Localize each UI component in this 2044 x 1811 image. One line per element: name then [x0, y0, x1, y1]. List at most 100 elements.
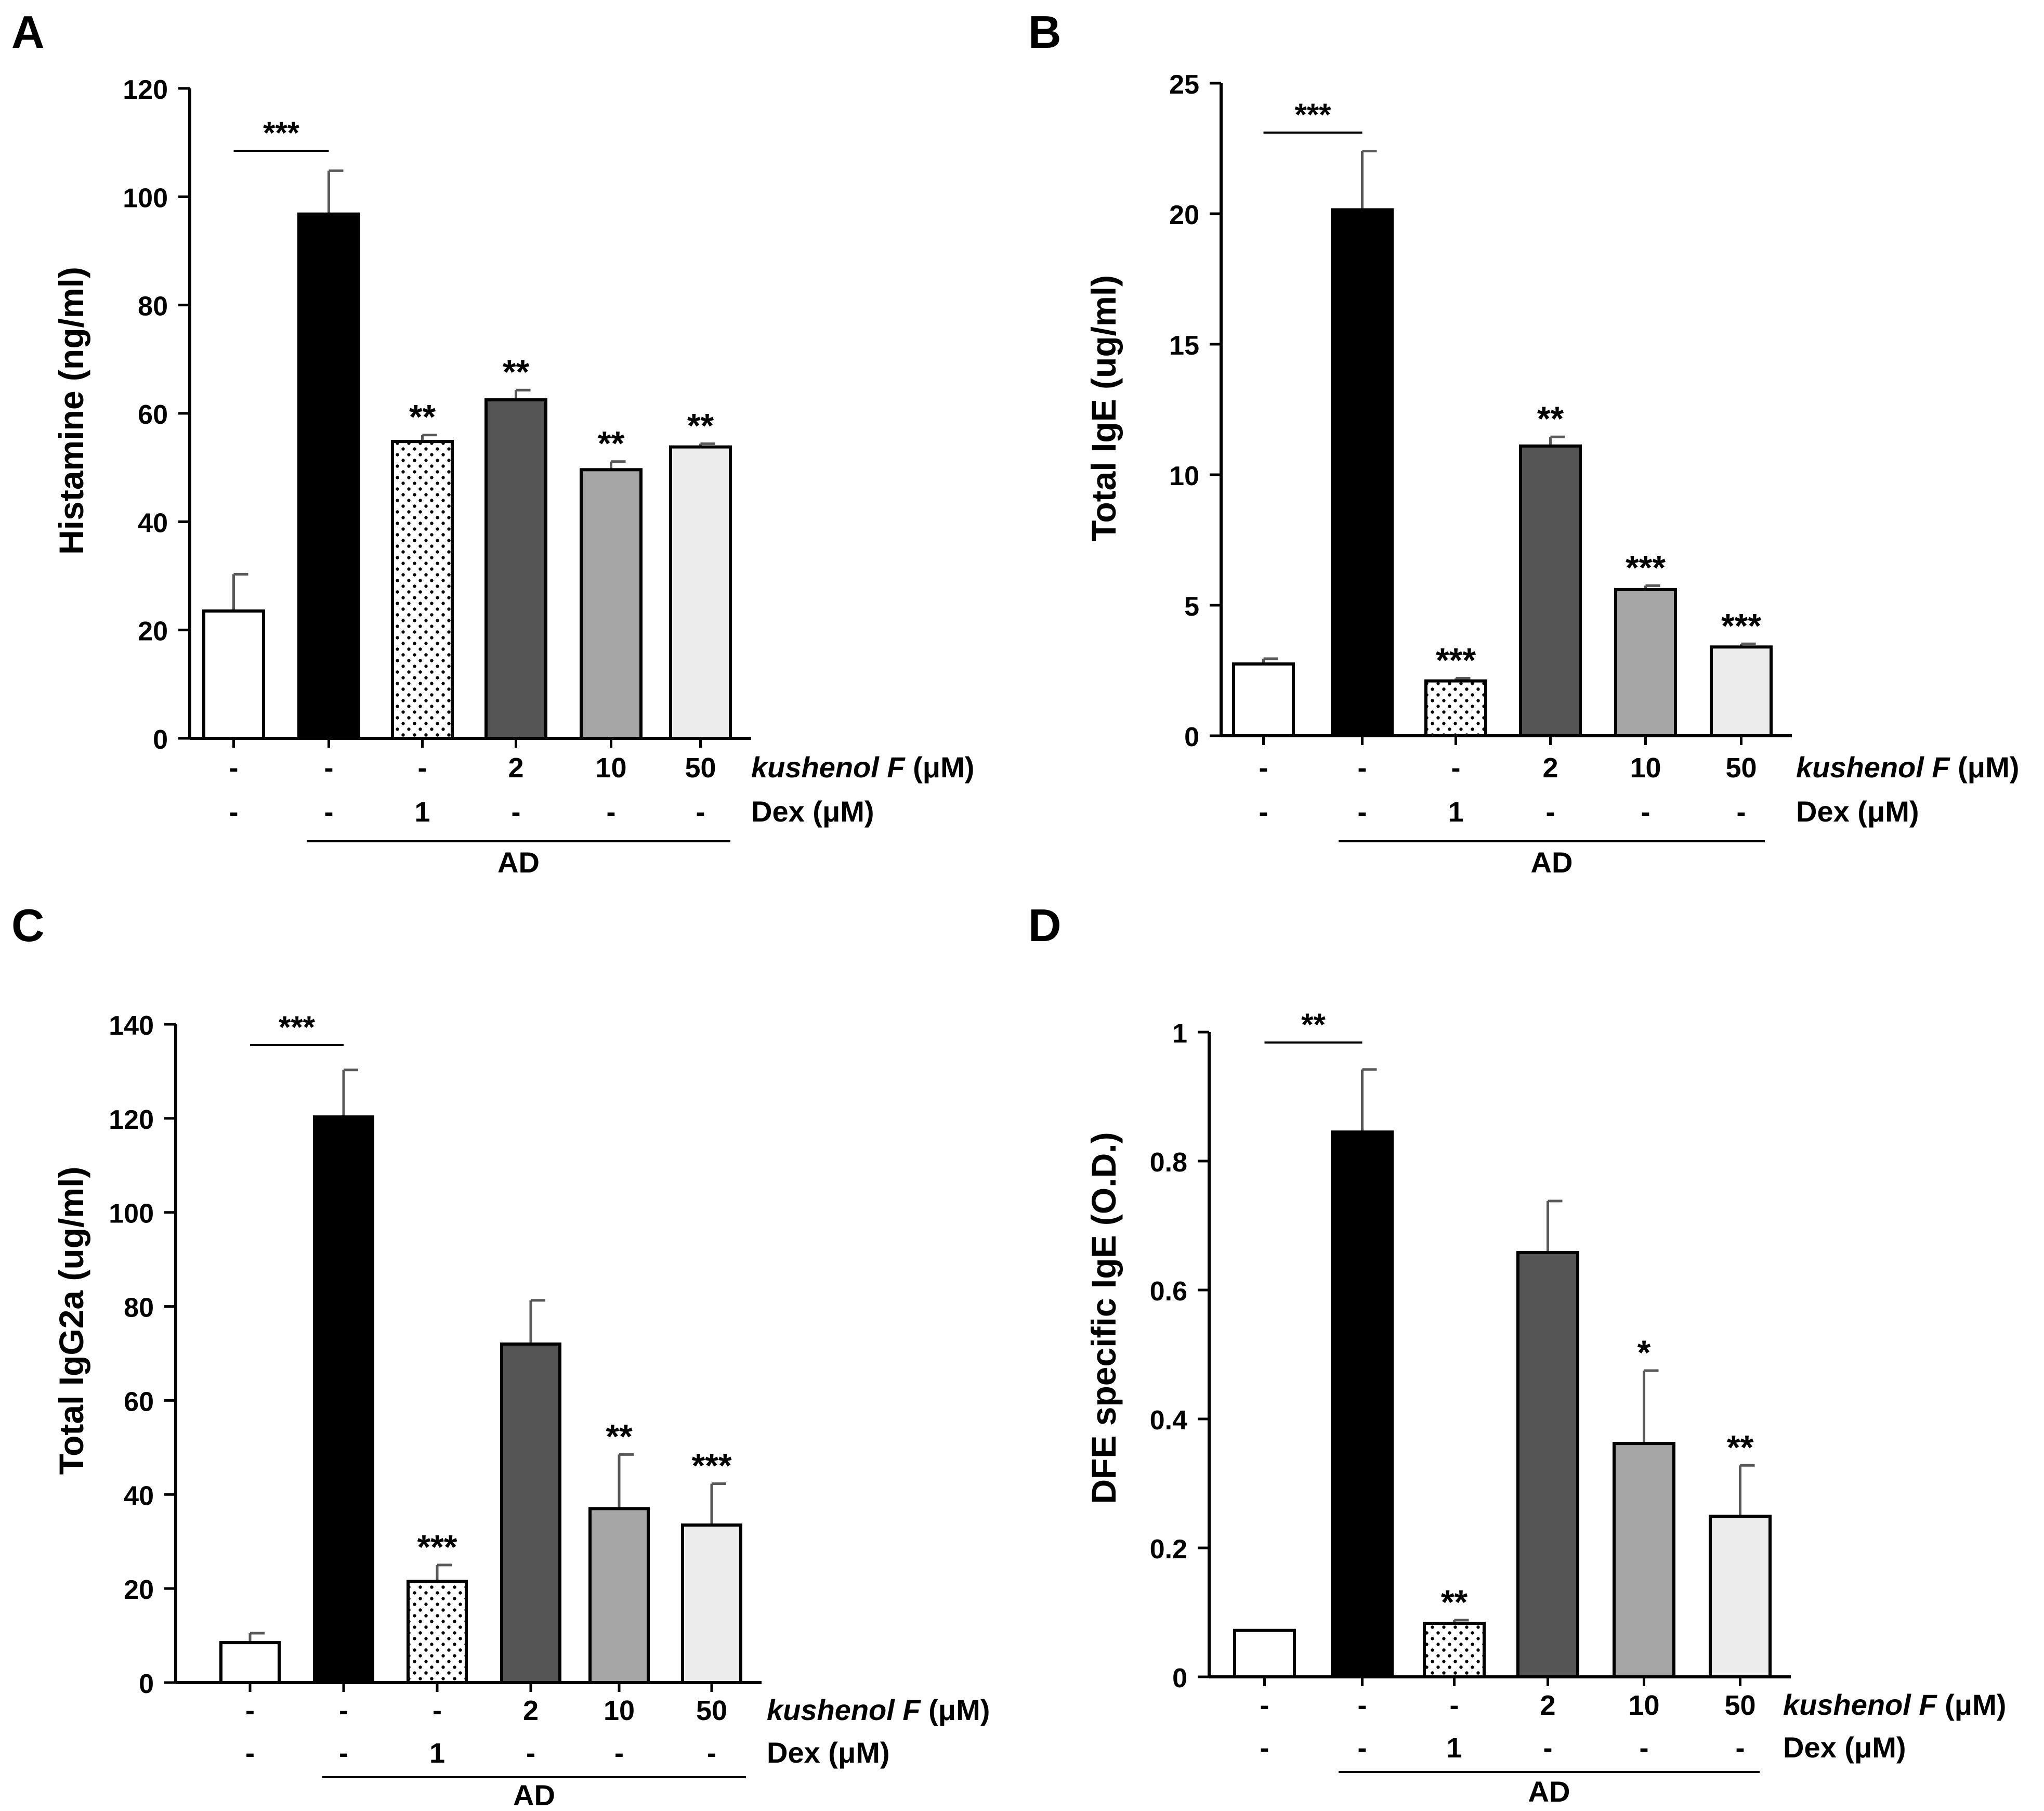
significance-label: *** [1626, 548, 1666, 587]
y-tick-label: 0 [1172, 1663, 1187, 1693]
y-tick-label: 0.8 [1150, 1148, 1187, 1178]
panel-a: A Histamine (ng/ml) 0 20 40 60 80 100 120 - - - - *… [11, 6, 974, 879]
y-tick-label: 20 [1169, 200, 1199, 230]
kushenol-dose-label: - [229, 752, 239, 784]
kushenol-dose-label: - [1358, 1690, 1367, 1721]
panel-label: C [11, 900, 45, 951]
bar [484, 398, 547, 740]
kushenol-row-label: kushenol F (μM) [767, 1693, 990, 1726]
dex-dose-label: - [245, 1738, 255, 1769]
kushenol-dose-label: 50 [1725, 752, 1757, 784]
y-tick-label: 60 [124, 1387, 154, 1417]
y-tick-label: 100 [109, 1199, 154, 1229]
significance-label: ** [1537, 399, 1564, 438]
y-tick-label: 0 [153, 725, 168, 755]
bar [1613, 1442, 1675, 1679]
dex-row-label: Dex (μM) [1796, 795, 1919, 828]
kushenol-dose-label: 2 [523, 1695, 539, 1726]
bar-chart: 0 20 40 60 80 100 120 - - - - ** - 1 ** 2 - ** 10 - ** 50 - ***… [123, 75, 974, 879]
y-tick-label: 10 [1169, 461, 1199, 491]
y-tick-label: 15 [1169, 331, 1199, 361]
bar [1233, 1628, 1296, 1678]
bar [1331, 208, 1394, 738]
bracket-significance-label: ** [1301, 1007, 1326, 1042]
kushenol-unit: (μM) [1937, 1688, 2007, 1721]
ad-group-label: AD [1531, 846, 1573, 879]
dex-dose-label: 1 [429, 1738, 445, 1769]
y-tick-label: 120 [109, 1105, 154, 1135]
bar [313, 1115, 374, 1684]
bar [297, 212, 360, 740]
bar [1424, 679, 1487, 737]
y-tick-label: 0.6 [1150, 1276, 1187, 1307]
y-tick-label: 25 [1169, 70, 1199, 100]
y-tick-label: 140 [109, 1011, 154, 1041]
significance-label: ** [606, 1417, 633, 1455]
bar [219, 1641, 281, 1685]
kushenol-dose-label: - [1450, 1690, 1459, 1721]
kushenol-dose-label: 10 [595, 752, 626, 784]
kushenol-name: kushenol F [767, 1693, 921, 1726]
dex-dose-label: - [1358, 797, 1367, 828]
kushenol-name: kushenol F [1783, 1688, 1937, 1721]
y-tick-label: 20 [138, 617, 168, 647]
dex-dose-label: - [607, 797, 616, 828]
bar [1709, 1515, 1772, 1678]
kushenol-dose-label: 10 [604, 1695, 635, 1726]
kushenol-dose-label: - [1451, 752, 1461, 784]
kushenol-dose-label: - [245, 1695, 255, 1726]
dex-dose-label: - [1737, 797, 1746, 828]
kushenol-unit: (μM) [905, 751, 975, 784]
dex-dose-label: 1 [1448, 797, 1463, 828]
kushenol-dose-label: - [418, 752, 427, 784]
dex-dose-label: - [707, 1738, 716, 1769]
kushenol-dose-label: 50 [696, 1695, 727, 1726]
y-tick-label: 80 [138, 292, 168, 322]
dex-dose-label: - [324, 797, 334, 828]
bar [1516, 1251, 1579, 1679]
y-axis-label: DFE specific IgE (O.D.) [1084, 1132, 1123, 1504]
y-axis-label: Total IgE (ug/ml) [1084, 275, 1123, 541]
y-tick-label: 0.2 [1150, 1534, 1187, 1565]
dex-dose-label: - [229, 797, 239, 828]
dex-dose-label: - [1543, 1732, 1553, 1764]
y-tick-label: 5 [1184, 592, 1199, 622]
y-tick-label: 0.4 [1150, 1405, 1187, 1436]
bar [202, 609, 265, 740]
kushenol-name: kushenol F [1796, 751, 1950, 784]
significance-label: ** [1441, 1583, 1468, 1621]
bracket-significance-label: *** [279, 1010, 316, 1045]
bar [681, 1523, 742, 1684]
ad-group-label: AD [513, 1779, 555, 1811]
bar [1519, 444, 1582, 737]
panel-b: B Total IgE (ug/ml) 0 5 10 15 20 25 - - - - *** - 1 *… [1028, 6, 2019, 879]
panel-label: B [1028, 6, 1062, 58]
bracket-significance-label: *** [263, 115, 300, 150]
kushenol-dose-label: - [1358, 752, 1367, 784]
kushenol-dose-label: 2 [1540, 1690, 1555, 1721]
significance-label: *** [691, 1446, 731, 1484]
dex-dose-label: - [512, 797, 521, 828]
significance-label: ** [687, 406, 714, 445]
kushenol-row-label: kushenol F (μM) [1796, 751, 2019, 784]
ad-group-label: AD [497, 846, 540, 879]
bar [1423, 1622, 1486, 1679]
significance-label: ** [409, 398, 436, 436]
dex-dose-label: - [526, 1738, 535, 1769]
bracket-significance-label: *** [1294, 97, 1331, 132]
bar [588, 1507, 650, 1685]
significance-label: *** [1721, 606, 1761, 645]
dex-dose-label: - [1259, 797, 1268, 828]
dex-row-label: Dex (μM) [751, 795, 874, 828]
kushenol-dose-label: - [1260, 1690, 1269, 1721]
bar-chart: 0 20 40 60 80 100 120 140 - - - - *** - 1 2 - ** 10 - *** 50 -… [109, 1010, 990, 1811]
bar-chart: 0 5 10 15 20 25 - - - - *** - 1 ** 2 - *** 10 - *** 50 - *** ku… [1169, 70, 2019, 879]
kushenol-dose-label: - [324, 752, 334, 784]
kushenol-dose-label: 50 [685, 752, 716, 784]
dex-dose-label: - [1260, 1732, 1269, 1764]
bar [407, 1580, 468, 1685]
kushenol-dose-label: - [339, 1695, 348, 1726]
y-tick-label: 60 [138, 400, 168, 430]
kushenol-dose-label: - [433, 1695, 442, 1726]
